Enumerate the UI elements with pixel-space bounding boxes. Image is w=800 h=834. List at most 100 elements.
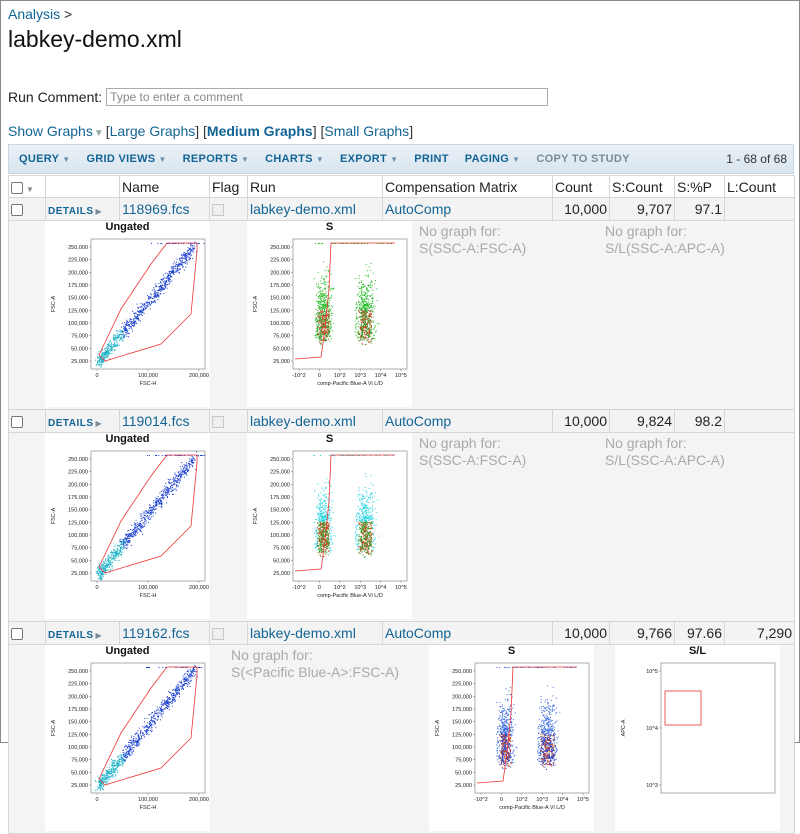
row-select-cell[interactable] xyxy=(9,622,46,645)
details-link[interactable]: DETAILS▶ xyxy=(48,630,102,641)
y-tick-label: 150,000 xyxy=(68,720,88,726)
compensation-link[interactable]: AutoComp xyxy=(385,201,451,217)
chevron-right-icon: ▶ xyxy=(96,419,103,428)
charts-menu-button[interactable]: CHARTS▼ xyxy=(265,153,324,165)
chevron-down-icon: ▼ xyxy=(316,155,324,164)
query-menu-button[interactable]: QUERY▼ xyxy=(19,153,70,165)
flag-cell xyxy=(210,410,248,433)
x-tick-label: 10^4 xyxy=(375,373,387,379)
table-row: DETAILS▶ 119162.fcs labkey-demo.xml AutoCom… xyxy=(9,622,795,645)
x-tick-label: 200,000 xyxy=(189,373,209,379)
grid-views-menu-button[interactable]: GRID VIEWS▼ xyxy=(86,153,166,165)
details-cell: DETAILS▶ xyxy=(46,410,120,433)
x-axis-label: FSC-H xyxy=(140,381,157,387)
row-checkbox[interactable] xyxy=(11,204,23,216)
y-tick-label: 150,000 xyxy=(270,508,290,514)
y-tick-label: 225,000 xyxy=(452,682,472,688)
scatter-plot: 250,000225,000200,000175,000150,000125,0… xyxy=(45,221,210,407)
breadcrumb-separator: > xyxy=(64,6,72,22)
x-tick-label: 10^5 xyxy=(395,585,407,591)
column-header-compensation-matrix[interactable]: Compensation Matrix xyxy=(383,176,553,198)
x-tick-label: 100,000 xyxy=(138,797,158,803)
details-link[interactable]: DETAILS▶ xyxy=(48,206,102,217)
count-cell: 10,000 xyxy=(553,622,610,645)
copy-to-study-button[interactable]: COPY TO STUDY xyxy=(536,153,629,165)
column-header-name[interactable]: Name xyxy=(120,176,210,198)
row-checkbox[interactable] xyxy=(11,628,23,640)
s-count-cell: 9,707 xyxy=(610,198,675,221)
table-row: DETAILS▶ 118969.fcs labkey-demo.xml AutoCom… xyxy=(9,198,795,221)
column-header-s-count[interactable]: S:Count xyxy=(610,176,675,198)
flag-icon[interactable] xyxy=(212,204,224,216)
chevron-down-icon: ▼ xyxy=(390,155,398,164)
scatter-plot: 250,000225,000200,000175,000150,000125,0… xyxy=(429,645,594,831)
grid-header-row: ▼ Name Flag Run Compensation Matrix Coun… xyxy=(9,176,795,198)
file-name-link[interactable]: 119162.fcs xyxy=(122,625,189,641)
y-tick-label: 225,000 xyxy=(270,470,290,476)
y-tick-label: 100,000 xyxy=(68,745,88,751)
file-name-link[interactable]: 119014.fcs xyxy=(122,413,189,429)
y-tick-label: 50,000 xyxy=(71,346,88,352)
show-graphs-menu[interactable]: Show Graphs xyxy=(8,123,93,139)
flag-icon[interactable] xyxy=(212,416,224,428)
name-cell: 119162.fcs xyxy=(120,622,210,645)
details-link[interactable]: DETAILS▶ xyxy=(48,418,102,429)
y-axis-label: FSC-A xyxy=(253,295,259,312)
x-tick-label: 10^2 xyxy=(334,585,346,591)
y-tick-label: 150,000 xyxy=(68,296,88,302)
x-tick-label: 200,000 xyxy=(189,797,209,803)
paging-menu-button[interactable]: PAGING▼ xyxy=(465,153,521,165)
y-tick-label: 50,000 xyxy=(273,558,290,564)
y-tick-label: 75,000 xyxy=(273,546,290,552)
print-button[interactable]: PRINT xyxy=(414,153,449,165)
compensation-cell: AutoComp xyxy=(383,622,553,645)
y-axis-label: FSC-A xyxy=(51,295,57,312)
column-header-count[interactable]: Count xyxy=(553,176,610,198)
flag-icon[interactable] xyxy=(212,628,224,640)
y-tick-label: 10^3 xyxy=(646,783,658,789)
compensation-link[interactable]: AutoComp xyxy=(385,625,451,641)
x-tick-label: -10^2 xyxy=(292,373,306,379)
compensation-link[interactable]: AutoComp xyxy=(385,413,451,429)
s-count-cell: 9,766 xyxy=(610,622,675,645)
medium-graphs-link[interactable]: Medium Graphs xyxy=(207,123,313,139)
y-tick-label: 225,000 xyxy=(68,258,88,264)
breadcrumb: Analysis > xyxy=(8,6,72,22)
y-axis-label: FSC-A xyxy=(51,507,57,524)
y-tick-label: 125,000 xyxy=(270,308,290,314)
column-header-l-count[interactable]: L:Count xyxy=(725,176,795,198)
run-link[interactable]: labkey-demo.xml xyxy=(250,413,356,429)
y-axis-label: FSC-A xyxy=(51,719,57,736)
row-select-cell[interactable] xyxy=(9,410,46,433)
x-tick-label: 10^2 xyxy=(516,797,528,803)
run-link[interactable]: labkey-demo.xml xyxy=(250,201,356,217)
y-tick-label: 250,000 xyxy=(68,245,88,251)
y-axis-label: APC-A xyxy=(621,719,627,736)
name-cell: 119014.fcs xyxy=(120,410,210,433)
column-header-flag[interactable]: Flag xyxy=(210,176,248,198)
row-checkbox[interactable] xyxy=(11,416,23,428)
row-select-cell[interactable] xyxy=(9,198,46,221)
file-name-link[interactable]: 118969.fcs xyxy=(122,201,189,217)
breadcrumb-analysis-link[interactable]: Analysis xyxy=(8,6,60,22)
x-tick-label: 10^5 xyxy=(577,797,589,803)
x-tick-label: 0 xyxy=(95,585,98,591)
y-tick-label: 75,000 xyxy=(71,758,88,764)
column-header-s-pct[interactable]: S:%P xyxy=(675,176,725,198)
x-tick-label: 100,000 xyxy=(138,585,158,591)
select-all-header[interactable]: ▼ xyxy=(9,176,46,198)
run-link[interactable]: labkey-demo.xml xyxy=(250,625,356,641)
small-graphs-link[interactable]: Small Graphs xyxy=(324,123,409,139)
export-menu-button[interactable]: EXPORT▼ xyxy=(340,153,398,165)
column-header-run[interactable]: Run xyxy=(248,176,383,198)
large-graphs-link[interactable]: Large Graphs xyxy=(110,123,196,139)
run-comment-input[interactable] xyxy=(106,88,548,106)
flag-cell xyxy=(210,198,248,221)
y-tick-label: 125,000 xyxy=(68,520,88,526)
reports-menu-button[interactable]: REPORTS▼ xyxy=(183,153,250,165)
